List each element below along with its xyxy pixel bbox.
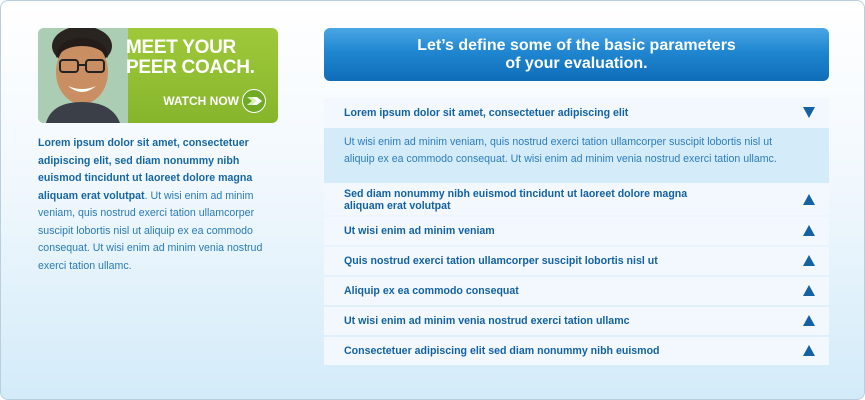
- accordion-item-title: Sed diam nonummy nibh euismod tincidunt …: [344, 188, 688, 212]
- accordion-item-title: Consectetuer adipiscing elit sed diam no…: [344, 345, 660, 357]
- accordion-item-title: Aliquip ex ea commodo consequat: [344, 285, 519, 297]
- triangle-up-icon[interactable]: [803, 225, 815, 236]
- peer-coach-promo-banner[interactable]: MEET YOUR PEER COACH. WATCH NOW: [38, 28, 278, 123]
- header-line2: of your evaluation.: [505, 54, 648, 72]
- intro-paragraph: Lorem ipsum dolor sit amet, consectetuer…: [38, 135, 278, 275]
- accordion-item[interactable]: Ut wisi enim ad minim veniam: [324, 217, 829, 245]
- triangle-up-icon[interactable]: [803, 315, 815, 326]
- accordion-item[interactable]: Consectetuer adipiscing elit sed diam no…: [324, 337, 829, 365]
- right-arrow-circle-icon[interactable]: [242, 89, 266, 113]
- triangle-up-icon[interactable]: [803, 194, 815, 205]
- accordion-item-title: Ut wisi enim ad minim veniam: [344, 225, 495, 237]
- intro-bold-text: Lorem ipsum dolor sit amet, consectetuer…: [38, 137, 253, 202]
- accordion-item-title: Quis nostrud exerci tation ullamcorper s…: [344, 255, 658, 267]
- triangle-up-icon[interactable]: [803, 285, 815, 296]
- triangle-down-icon[interactable]: [803, 107, 815, 118]
- accordion-panel: Ut wisi enim ad minim veniam, quis nostr…: [324, 128, 829, 183]
- accordion-item-open[interactable]: Lorem ipsum dolor sit amet, consectetuer…: [324, 98, 829, 128]
- promo-headline: MEET YOUR PEER COACH.: [126, 38, 276, 78]
- accordion-item-title: Ut wisi enim ad minim venia nostrud exer…: [344, 315, 630, 327]
- promo-headline-line2: PEER COACH.: [126, 57, 255, 78]
- accordion-item[interactable]: Sed diam nonummy nibh euismod tincidunt …: [324, 185, 829, 215]
- accordion-item[interactable]: Quis nostrud exerci tation ullamcorper s…: [324, 247, 829, 275]
- intro-body-text: . Ut wisi enim ad minim veniam, quis nos…: [38, 189, 263, 272]
- triangle-up-icon[interactable]: [803, 255, 815, 266]
- header-line1: Let’s define some of the basic parameter…: [417, 36, 736, 54]
- watch-now-label[interactable]: WATCH NOW: [163, 94, 239, 108]
- accordion-item-title: Lorem ipsum dolor sit amet, consectetuer…: [344, 107, 629, 119]
- peer-coach-photo: [38, 28, 128, 123]
- accordion-item[interactable]: Ut wisi enim ad minim venia nostrud exer…: [324, 307, 829, 335]
- parameters-accordion: Lorem ipsum dolor sit amet, consectetuer…: [324, 98, 829, 365]
- promo-headline-line1: MEET YOUR: [126, 37, 236, 58]
- accordion-item[interactable]: Aliquip ex ea commodo consequat: [324, 277, 829, 305]
- evaluation-header: Let’s define some of the basic parameter…: [324, 28, 829, 81]
- triangle-up-icon[interactable]: [803, 345, 815, 356]
